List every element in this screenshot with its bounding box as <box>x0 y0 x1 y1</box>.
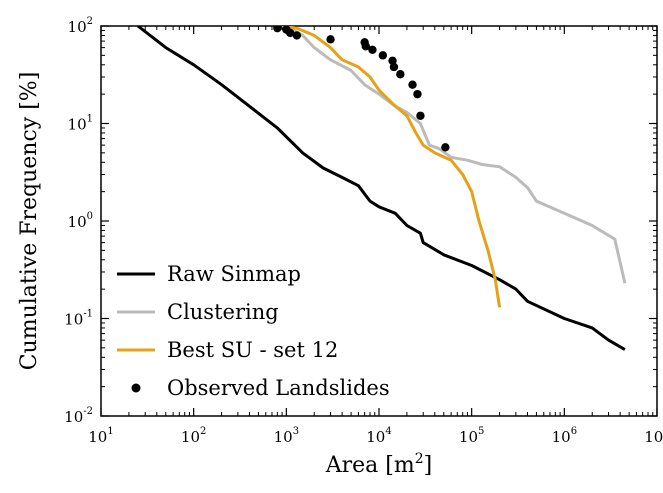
legend-label-1: Clustering <box>167 300 279 324</box>
data-point <box>273 26 282 33</box>
x-axis-label-text: Area [m <box>325 453 415 478</box>
data-point <box>413 89 422 99</box>
y-tick-label: 10-2 <box>64 406 93 426</box>
data-point <box>441 143 450 152</box>
data-point <box>285 28 295 38</box>
y-tick-label: 102 <box>68 16 93 36</box>
x-axis-label-superscript: 2 <box>415 451 424 467</box>
y-tick-label: 10-1 <box>64 309 93 329</box>
x-tick-label: 103 <box>274 426 299 446</box>
data-point <box>408 80 417 89</box>
x-tick-label: 107 <box>644 426 663 446</box>
x-tick-label: 106 <box>552 426 577 446</box>
data-point <box>326 35 335 44</box>
legend: Raw Sinmap Clustering Best SU - set 12 Obse… <box>117 262 390 400</box>
x-tick-label: 102 <box>181 426 206 446</box>
y-axis-label: Cumulative Frequency [%] <box>17 72 42 371</box>
series-layer <box>136 26 627 351</box>
legend-swatch-3 <box>131 383 141 393</box>
y-tick-label: 100 <box>68 211 93 231</box>
x-axis-label-close: ] <box>424 453 433 478</box>
data-point <box>368 45 377 55</box>
x-tick-label: 104 <box>366 426 391 446</box>
data-point <box>389 62 399 72</box>
x-tick-label: 101 <box>88 426 113 446</box>
data-point <box>396 70 405 79</box>
series-line-1 <box>285 26 627 284</box>
tick-labels: 101 102 103 104 105 106 107 10-2 10-1 100 101 102 <box>64 16 663 446</box>
series-line-0 <box>136 26 626 351</box>
x-tick-label: 105 <box>459 426 484 446</box>
data-point <box>416 111 425 120</box>
legend-label-3: Observed Landslides <box>167 376 390 400</box>
x-axis-label: Area [m2] <box>325 451 433 478</box>
data-point <box>361 42 370 51</box>
legend-label-2: Best SU - set 12 <box>167 338 338 362</box>
y-tick-label: 101 <box>68 114 93 134</box>
data-point <box>378 51 388 60</box>
legend-label-0: Raw Sinmap <box>167 262 301 286</box>
series-line-2 <box>281 26 502 308</box>
data-point <box>292 31 302 40</box>
